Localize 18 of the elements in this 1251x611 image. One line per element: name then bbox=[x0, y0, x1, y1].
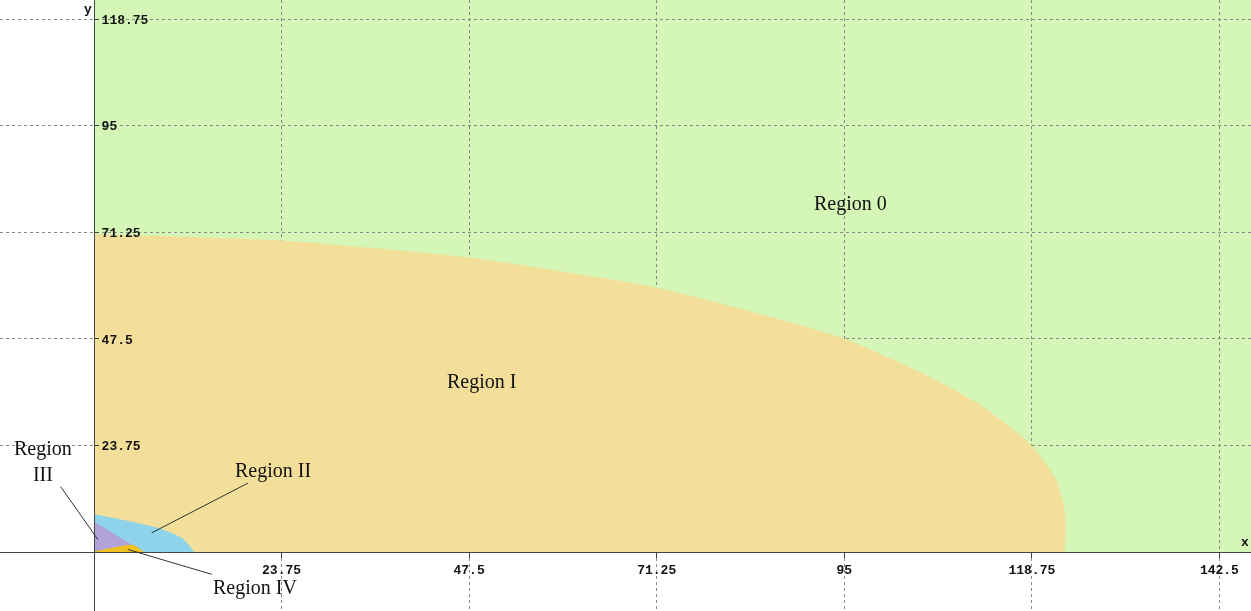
x-axis-title: x bbox=[1241, 535, 1249, 550]
y-tick-label: 71.25 bbox=[101, 225, 141, 241]
y-tick-label: 118.75 bbox=[101, 12, 149, 28]
x-tick-label: 118.75 bbox=[1008, 562, 1056, 578]
x-tick-label: 47.5 bbox=[453, 562, 485, 578]
y-tick-label: 95 bbox=[101, 119, 118, 135]
x-tick-label: 142.5 bbox=[1199, 562, 1240, 578]
annotation: Region I bbox=[447, 370, 517, 393]
x-tick-label: 23.75 bbox=[262, 562, 302, 578]
annotation: Region II bbox=[235, 459, 312, 482]
annotation: Region IV bbox=[213, 576, 298, 599]
annotation: Region III bbox=[14, 437, 72, 485]
y-axis-title: y bbox=[84, 2, 92, 17]
y-tick-label: 47.5 bbox=[101, 332, 133, 348]
x-tick-label: 95 bbox=[836, 562, 853, 578]
x-tick-label: 71.25 bbox=[637, 562, 677, 578]
y-tick-label: 23.75 bbox=[101, 439, 141, 455]
annotation: Region 0 bbox=[814, 192, 887, 215]
